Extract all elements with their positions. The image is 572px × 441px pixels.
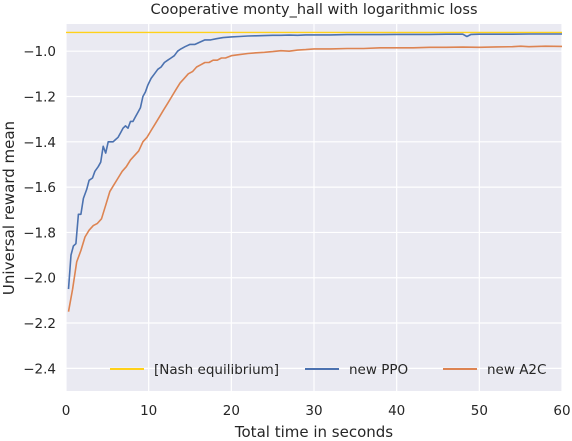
y-tick-label: −1.8 (23, 225, 56, 241)
y-axis-ticks: −2.4 −2.2 −2.0 −1.8 −1.6 −1.4 −1.2 −1.0 (23, 44, 56, 377)
x-tick-label: 10 (140, 403, 157, 419)
legend: [Nash equilibrium] new PPO new A2C (110, 362, 546, 378)
y-tick-label: −1.6 (23, 180, 56, 196)
x-tick-label: 40 (388, 403, 405, 419)
legend-entry: [Nash equilibrium] (154, 362, 279, 378)
x-tick-label: 0 (62, 403, 71, 419)
y-tick-label: −2.0 (23, 271, 56, 287)
y-tick-label: −1.0 (23, 44, 56, 60)
new-a2c-line (67, 45, 563, 312)
x-axis-ticks: 0 10 20 30 40 50 60 (62, 403, 571, 419)
x-tick-label: 50 (471, 403, 488, 419)
x-tick-label: 30 (305, 403, 322, 419)
x-axis-label: Total time in seconds (234, 423, 393, 441)
y-axis-label: Universal reward mean (0, 121, 18, 295)
y-tick-label: −2.2 (23, 316, 56, 332)
legend-entry: new A2C (487, 362, 546, 378)
grid (65, 24, 563, 391)
chart-title: Cooperative monty_hall with logarithmic … (150, 2, 477, 18)
new-ppo-line (67, 33, 562, 290)
series-layer (66, 31, 563, 312)
y-tick-label: −1.4 (23, 135, 56, 151)
y-tick-label: −2.4 (23, 361, 56, 377)
x-tick-label: 60 (553, 403, 570, 419)
x-tick-label: 20 (223, 403, 240, 419)
legend-entry: new PPO (349, 362, 408, 378)
y-tick-label: −1.2 (23, 89, 56, 105)
